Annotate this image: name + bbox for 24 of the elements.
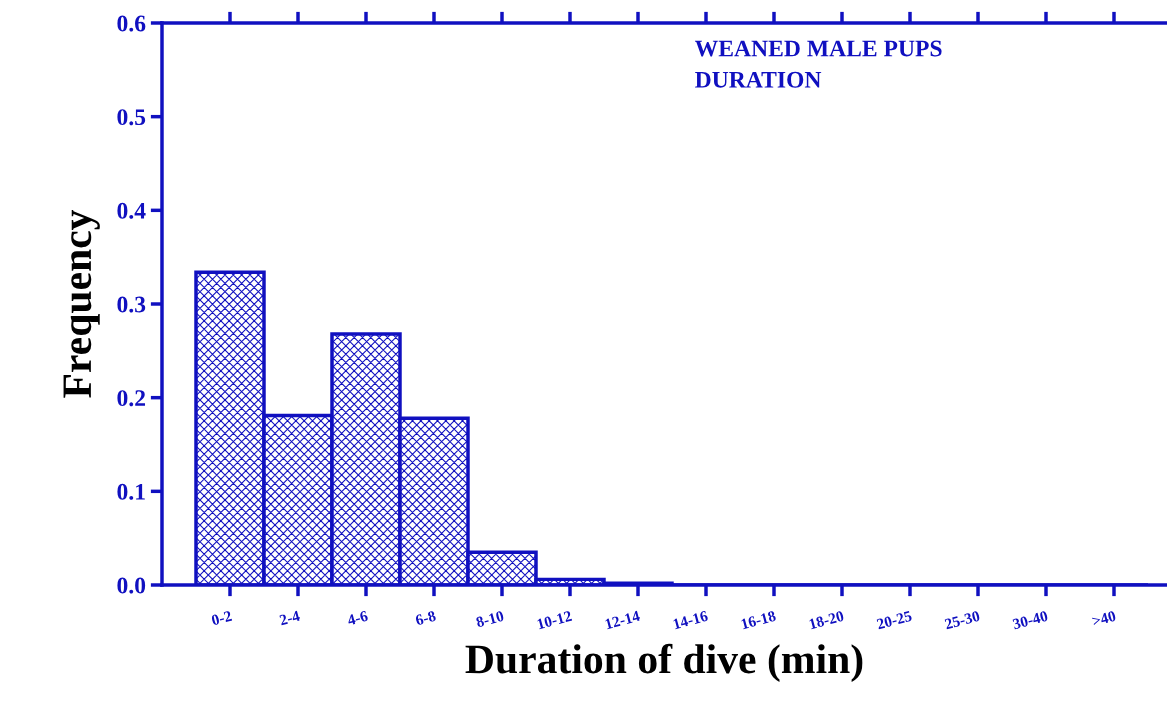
x-tick-label: 4-6 <box>346 610 369 626</box>
x-tick-label: 0-2 <box>211 610 233 626</box>
x-tick-label: 10-12 <box>536 610 573 630</box>
y-axis-title: Frequency <box>63 209 100 398</box>
y-tick-label: 0.0 <box>117 577 146 594</box>
x-tick-label: 14-16 <box>672 610 709 630</box>
y-tick-label: 0.1 <box>117 483 145 500</box>
x-tick-label: 6-8 <box>414 610 437 626</box>
x-axis-title: Duration of dive (min) <box>465 643 863 682</box>
x-tick-label: 16-18 <box>740 610 777 630</box>
x-tick-label: >40 <box>1091 610 1117 627</box>
y-tick-label: 0.5 <box>117 109 146 126</box>
x-tick-label: 2-4 <box>279 610 301 626</box>
x-tick-label: 20-25 <box>876 610 913 630</box>
x-tick-label: 12-14 <box>604 610 641 630</box>
y-tick-label: 0.3 <box>117 296 146 313</box>
x-tick-label: 25-30 <box>944 610 981 630</box>
text: WEANED MALE PUPS DURATION <box>694 40 942 88</box>
x-tick-label: 8-10 <box>475 610 505 628</box>
x-tick-label: 30-40 <box>1012 610 1049 630</box>
x-tick-label: 18-20 <box>808 610 845 630</box>
y-tick-label: 0.4 <box>117 202 146 219</box>
y-tick-label: 0.2 <box>117 390 146 407</box>
y-tick-label: 0.6 <box>117 15 146 32</box>
